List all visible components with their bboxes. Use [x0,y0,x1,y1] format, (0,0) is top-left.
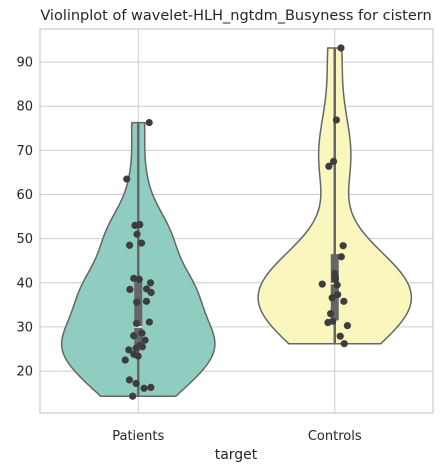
data-point [129,393,136,400]
data-point [133,380,140,387]
x-tick-label: Patients [112,429,164,444]
data-point [329,294,336,301]
data-point [146,119,153,126]
y-tick-label: 60 [16,188,33,203]
y-tick-labels: 20 30 40 50 60 70 80 90 [16,56,33,380]
y-tick-label: 90 [16,56,33,71]
data-point [139,343,146,350]
data-point [138,330,145,337]
y-tick-label: 30 [16,320,33,335]
data-point [344,322,351,329]
data-point [337,44,344,51]
data-point [133,231,140,238]
data-point [146,318,153,325]
data-point [143,298,150,305]
data-point [334,281,341,288]
violins [62,48,412,396]
data-point [340,298,347,305]
data-point [135,352,142,359]
data-point [136,276,143,283]
data-point [327,310,334,317]
data-point [123,175,130,182]
data-point [140,385,147,392]
data-point [133,320,140,327]
x-axis-label: target [215,447,258,463]
y-tick-label: 70 [16,144,33,159]
data-point [147,279,154,286]
data-point [130,332,137,339]
y-tick-label: 20 [16,365,33,380]
data-point [338,253,345,260]
data-point [126,286,133,293]
data-point [126,242,133,249]
data-point [337,333,344,340]
x-tick-labels: Patients Controls [112,429,362,444]
data-point [133,345,140,352]
data-point [138,239,145,246]
data-point [319,281,326,288]
data-point [122,356,129,363]
y-tick-label: 80 [16,100,33,115]
data-point [131,222,138,229]
data-point [341,340,348,347]
x-tick-label: Controls [308,429,362,444]
y-tick-label: 50 [16,232,33,247]
data-point [340,242,347,249]
data-point [324,319,331,326]
data-point [141,337,148,344]
y-tick-label: 40 [16,276,33,291]
data-point [148,289,155,296]
data-point [133,299,140,306]
data-point [126,376,133,383]
chart-title: Violinplot of wavelet-HLH_ngtdm_Busyness… [40,8,431,24]
data-point [325,163,332,170]
data-point [147,384,154,391]
data-point [333,116,340,123]
